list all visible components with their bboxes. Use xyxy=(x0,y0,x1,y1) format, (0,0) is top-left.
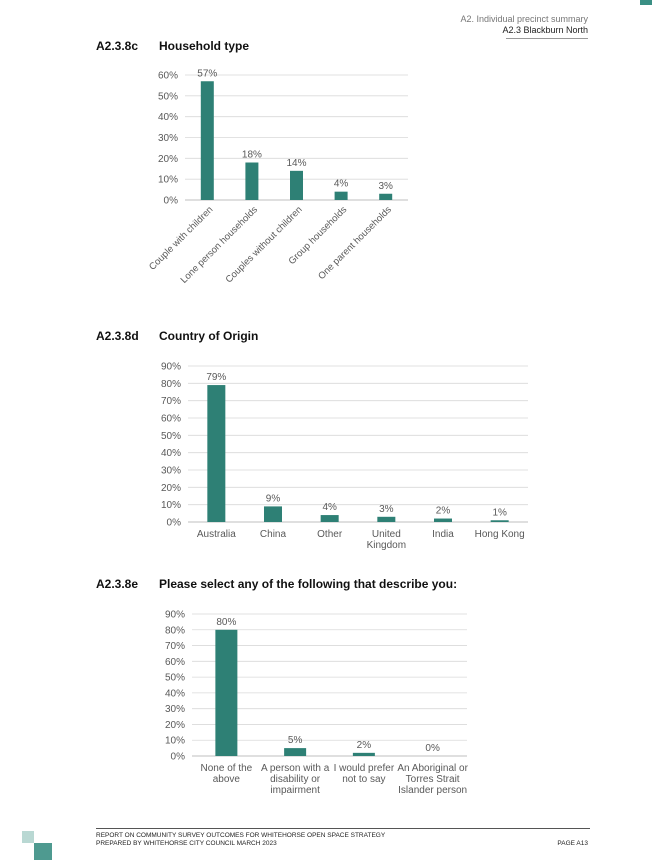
x-tick-label: Hong Kong xyxy=(475,529,525,540)
section-title: Household type xyxy=(159,39,250,53)
data-label: 9% xyxy=(266,493,281,504)
council-logo-square-dark xyxy=(34,843,52,860)
y-tick-label: 50% xyxy=(158,91,178,102)
y-tick-label: 90% xyxy=(165,610,185,621)
data-label: 4% xyxy=(334,179,349,190)
y-tick-label: 0% xyxy=(171,752,186,763)
x-tick-label: Other xyxy=(317,529,343,540)
y-tick-label: 70% xyxy=(161,396,181,407)
bar xyxy=(490,520,509,522)
data-label: 3% xyxy=(378,181,393,192)
y-tick-label: 70% xyxy=(165,641,185,652)
section-title: Country of Origin xyxy=(159,329,259,343)
bar xyxy=(200,81,214,200)
y-tick-label: 40% xyxy=(158,112,178,123)
data-label: 3% xyxy=(379,504,394,515)
y-tick-label: 60% xyxy=(161,414,181,425)
bar xyxy=(379,193,393,200)
data-label: 4% xyxy=(322,502,337,513)
data-label: 5% xyxy=(288,735,303,746)
footer-prepared-by: PREPARED BY WHITEHORSE CITY COUNCIL MARC… xyxy=(96,840,277,847)
y-tick-label: 10% xyxy=(158,175,178,186)
data-label: 0% xyxy=(425,743,440,754)
x-tick-label: Australia xyxy=(197,529,236,540)
data-label: 1% xyxy=(492,507,507,518)
y-tick-label: 30% xyxy=(158,133,178,144)
header-divider xyxy=(506,38,588,39)
footer-divider xyxy=(96,828,590,829)
bar xyxy=(290,170,303,200)
y-tick-label: 0% xyxy=(164,196,179,207)
y-tick-label: 80% xyxy=(165,625,185,636)
y-tick-label: 50% xyxy=(161,431,181,442)
y-tick-label: 80% xyxy=(161,379,181,390)
x-tick-label: A person with a disability or impairment xyxy=(261,763,330,796)
y-tick-label: 40% xyxy=(165,688,185,699)
y-tick-label: 60% xyxy=(165,657,185,668)
x-tick-label: United Kingdom xyxy=(367,529,406,551)
data-label: 2% xyxy=(436,506,451,517)
y-tick-label: 20% xyxy=(161,483,181,494)
bar xyxy=(215,629,238,756)
bar xyxy=(245,162,259,200)
x-tick-label: None of the above xyxy=(201,763,253,785)
footer-report-title: REPORT ON COMMUNITY SURVEY OUTCOMES FOR … xyxy=(96,832,386,839)
data-label: 80% xyxy=(216,617,236,628)
y-tick-label: 10% xyxy=(161,500,181,511)
bar xyxy=(334,191,348,200)
y-tick-label: 10% xyxy=(165,736,185,747)
x-tick-label: An Aboriginal or Torres Strait Islander pe… xyxy=(397,763,468,796)
y-tick-label: 90% xyxy=(161,362,181,373)
x-tick-label: India xyxy=(432,529,454,540)
y-tick-label: 20% xyxy=(165,720,185,731)
section-number: A2.3.8c xyxy=(96,39,139,53)
header-precinct-label: A2.3 Blackburn North xyxy=(502,25,588,35)
header-section-label: A2. Individual precinct summary xyxy=(460,14,588,24)
bar xyxy=(377,516,396,522)
data-label: 14% xyxy=(286,158,306,169)
y-tick-label: 50% xyxy=(165,673,185,684)
data-label: 2% xyxy=(357,740,372,751)
bar xyxy=(352,752,375,756)
bar xyxy=(207,385,226,522)
data-label: 79% xyxy=(206,372,226,383)
bar xyxy=(284,748,307,756)
y-tick-label: 20% xyxy=(158,154,178,165)
section-title: Please select any of the following that … xyxy=(159,577,458,591)
y-tick-label: 60% xyxy=(158,71,178,82)
data-label: 18% xyxy=(242,150,262,161)
council-logo-square-light xyxy=(22,831,34,843)
bar xyxy=(434,518,452,522)
y-tick-label: 40% xyxy=(161,448,181,459)
bar xyxy=(320,515,339,522)
page-header: A2. Individual precinct summary A2.3 Bla… xyxy=(460,14,588,36)
page-number: PAGE A13 xyxy=(557,840,588,847)
page-footer: REPORT ON COMMUNITY SURVEY OUTCOMES FOR … xyxy=(96,832,385,848)
x-tick-label: I would prefer not to say xyxy=(334,763,395,785)
section-number: A2.3.8d xyxy=(96,329,139,343)
y-tick-label: 0% xyxy=(167,518,182,529)
y-tick-label: 30% xyxy=(165,704,185,715)
bar xyxy=(264,506,282,522)
y-tick-label: 30% xyxy=(161,466,181,477)
data-label: 57% xyxy=(197,68,217,79)
x-tick-label: China xyxy=(260,529,287,540)
corner-accent xyxy=(640,0,652,5)
section-number: A2.3.8e xyxy=(96,577,139,591)
